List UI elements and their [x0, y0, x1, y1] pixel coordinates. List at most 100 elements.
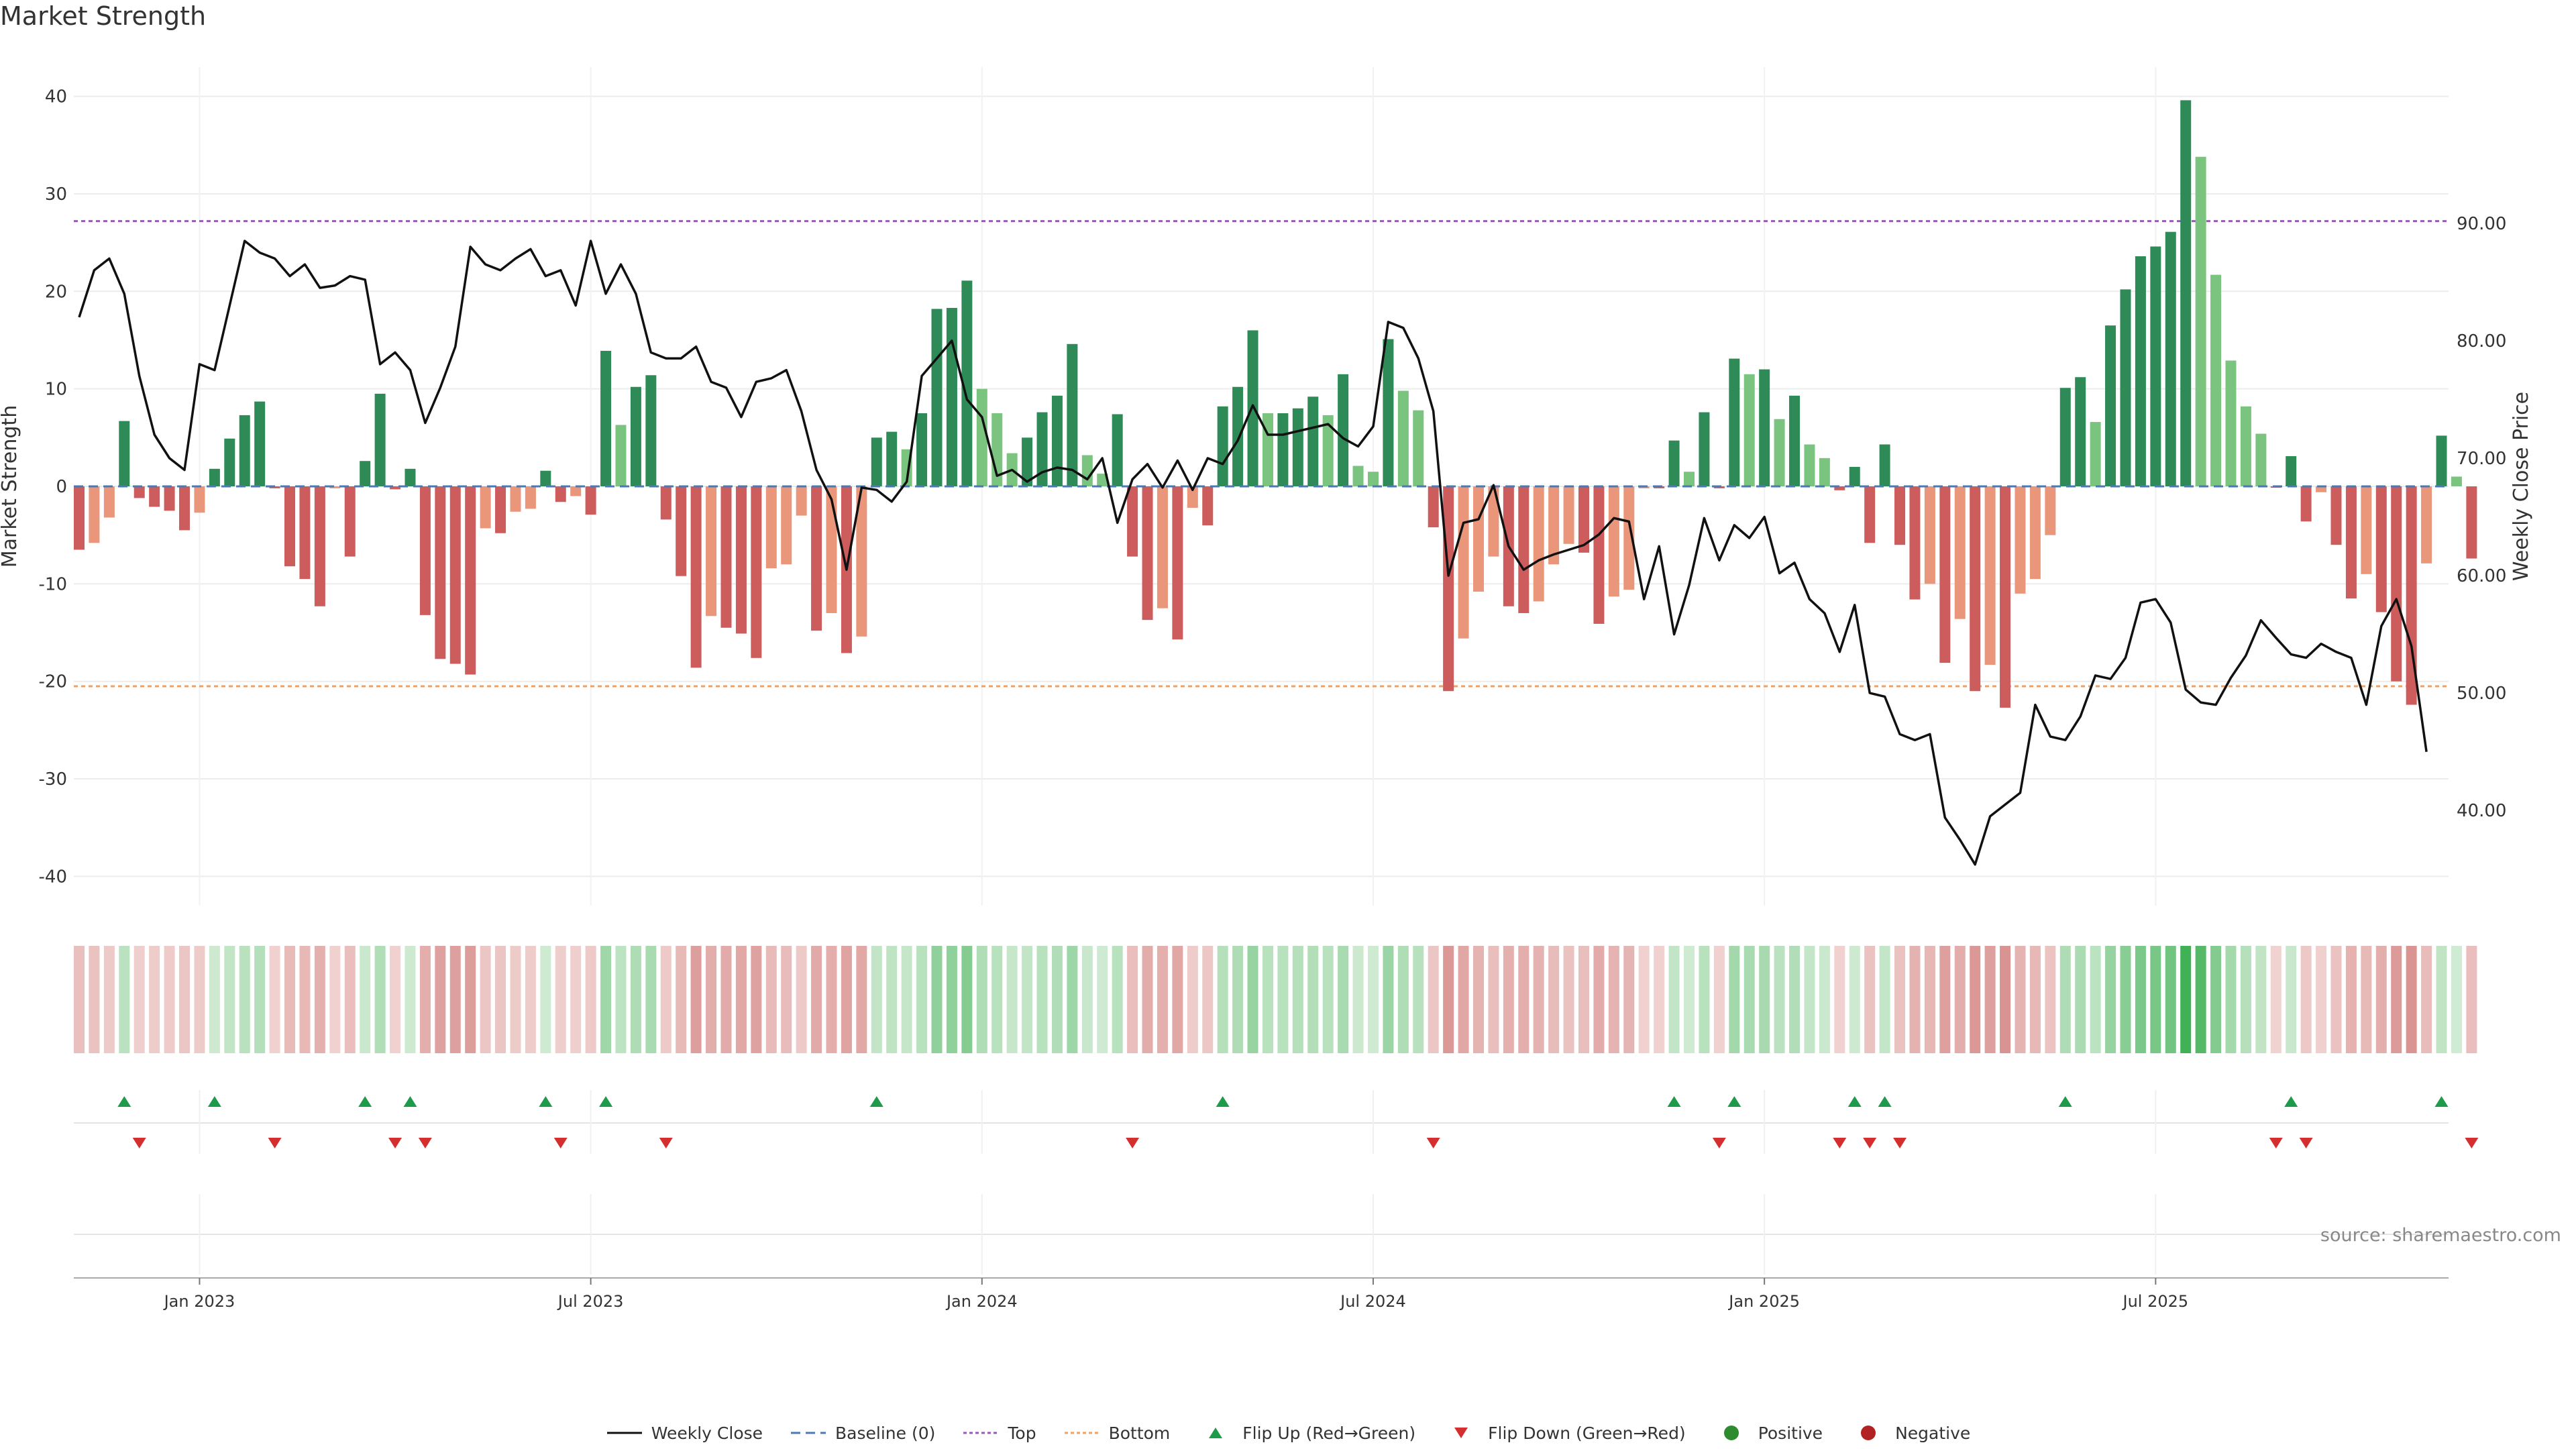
flip-down-marker — [2269, 1138, 2283, 1148]
heat-cell — [1909, 946, 1921, 1053]
heat-cell — [1503, 946, 1514, 1053]
heat-cell — [1232, 946, 1244, 1053]
strength-bar — [209, 468, 220, 486]
strength-bar — [676, 486, 687, 576]
heat-cell — [2361, 946, 2372, 1053]
y-tick-label: -10 — [39, 574, 67, 594]
strength-bar — [133, 486, 145, 498]
legend-label: Weekly Close — [651, 1423, 763, 1443]
flip-up-marker — [1216, 1096, 1230, 1107]
strength-bar — [2059, 388, 2071, 486]
y2-tick-label: 50.00 — [2457, 684, 2506, 704]
heat-cell — [89, 946, 100, 1053]
heat-cell — [2180, 946, 2192, 1053]
strength-bar — [1623, 486, 1635, 590]
heat-cell — [1367, 946, 1379, 1053]
heat-cell — [1338, 946, 1349, 1053]
heat-cell — [2090, 946, 2101, 1053]
strength-bar — [2000, 486, 2011, 708]
heat-cell — [690, 946, 702, 1053]
heat-cell — [284, 946, 296, 1053]
strength-bar — [1097, 474, 1108, 486]
heat-cell — [1292, 946, 1303, 1053]
flip-down-marker — [1712, 1138, 1726, 1148]
flip-up-marker — [358, 1096, 372, 1107]
strength-bar — [555, 486, 566, 502]
y2-axis-label: Weekly Close Price — [2510, 392, 2533, 581]
strength-bar — [1518, 486, 1529, 613]
strength-bar — [1022, 437, 1033, 486]
heat-cell — [2075, 946, 2086, 1053]
y-tick-label: 0 — [56, 477, 67, 497]
strength-bar — [1352, 466, 1364, 486]
flip-down-marker — [2299, 1138, 2313, 1148]
strength-bar — [1413, 410, 1424, 486]
strength-bar — [2240, 406, 2251, 486]
heat-cell — [1684, 946, 1695, 1053]
heat-cell — [1397, 946, 1409, 1053]
strength-bar — [1849, 466, 1860, 486]
legend-item-negative: Negative — [1849, 1424, 1970, 1443]
legend-item-close: Weekly Close — [606, 1424, 763, 1443]
strength-bar — [886, 431, 898, 486]
y2-tick-label: 80.00 — [2457, 331, 2506, 352]
heat-cell — [2466, 946, 2477, 1053]
heat-cell — [1970, 946, 1981, 1053]
x-tick-label: Jul 2025 — [2122, 1292, 2189, 1311]
y-tick-label: 40 — [45, 87, 67, 107]
strength-bar — [2135, 256, 2146, 486]
heat-cell — [525, 946, 536, 1053]
heat-cell — [1006, 946, 1018, 1053]
heat-cell — [676, 946, 687, 1053]
heat-cell — [1127, 946, 1138, 1053]
heat-cell — [1834, 946, 1845, 1053]
strength-bar — [1924, 486, 1935, 584]
chart-title: Market Strength — [0, 1, 207, 31]
heat-cell — [1864, 946, 1876, 1053]
x-tick-label: Jul 2023 — [557, 1292, 624, 1311]
heat-cell — [1187, 946, 1198, 1053]
strength-bar — [976, 388, 987, 486]
legend-symbol — [1861, 1426, 1876, 1440]
heat-cell — [735, 946, 747, 1053]
legend-symbol — [1064, 1432, 1099, 1434]
x-tick-label: Jul 2024 — [1339, 1292, 1406, 1311]
strength-bar — [239, 415, 250, 486]
strength-bar — [2375, 486, 2387, 612]
strength-bar — [2045, 486, 2056, 535]
heat-cell — [2015, 946, 2026, 1053]
flip-up-marker — [117, 1096, 131, 1107]
legend-item-flip-up: Flip Up (Red→Green) — [1197, 1424, 1415, 1443]
heat-cell — [495, 946, 506, 1053]
heat-cell — [841, 946, 852, 1053]
strength-bar — [1217, 406, 1228, 486]
heat-cell — [751, 946, 762, 1053]
heat-cell — [1277, 946, 1289, 1053]
legend-item-bottom: Bottom — [1063, 1424, 1170, 1443]
y2-tick-label: 60.00 — [2457, 566, 2506, 586]
heat-cell — [1472, 946, 1484, 1053]
strength-bar — [916, 413, 928, 486]
strength-bar — [89, 486, 100, 543]
heat-cell — [2286, 946, 2297, 1053]
heat-cell — [1036, 946, 1048, 1053]
heat-cell — [480, 946, 491, 1053]
flip-up-marker — [207, 1096, 221, 1107]
heat-cell — [209, 946, 220, 1053]
heat-cell — [2150, 946, 2161, 1053]
y2-tick-label: 90.00 — [2457, 214, 2506, 234]
strength-bar — [1548, 486, 1560, 565]
heat-cell — [179, 946, 191, 1053]
heat-cell — [374, 946, 386, 1053]
flip-down-marker — [659, 1138, 673, 1148]
heat-cell — [1518, 946, 1529, 1053]
strength-bar — [781, 486, 792, 565]
legend-label: Negative — [1895, 1423, 1971, 1443]
strength-bar — [1488, 486, 1499, 557]
flip-down-marker — [553, 1138, 568, 1148]
heat-cell — [991, 946, 1003, 1053]
strength-bar — [435, 486, 446, 659]
strength-bar — [314, 486, 325, 606]
strength-bar — [2361, 486, 2372, 574]
heat-cell — [1247, 946, 1258, 1053]
